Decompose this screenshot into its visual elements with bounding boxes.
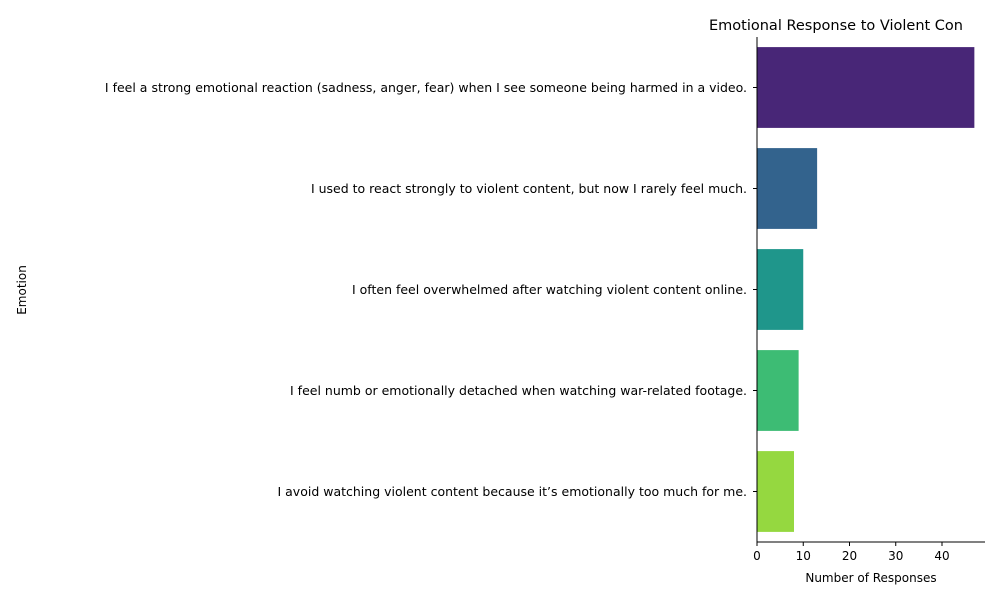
chart-title: Emotional Response to Violent Con xyxy=(709,18,963,34)
x-tick-label-1: 10 xyxy=(796,549,811,563)
category-label-0: I feel a strong emotional reaction (sadn… xyxy=(105,80,747,95)
bar-2 xyxy=(757,249,804,330)
category-label-2: I often feel overwhelmed after watching … xyxy=(352,282,747,297)
bar-1 xyxy=(757,148,818,229)
category-labels-group: I feel a strong emotional reaction (sadn… xyxy=(105,80,757,499)
x-tick-label-4: 40 xyxy=(934,549,949,563)
x-ticks-group: 0 10 20 30 40 xyxy=(753,542,950,563)
y-axis-label: Emotion xyxy=(15,265,29,315)
x-axis-label: Number of Responses xyxy=(805,571,936,585)
x-tick-label-0: 0 xyxy=(753,549,761,563)
category-label-1: I used to react strongly to violent cont… xyxy=(311,181,747,196)
bar-3 xyxy=(757,350,799,431)
bar-0 xyxy=(757,47,975,128)
x-tick-label-2: 20 xyxy=(842,549,857,563)
x-tick-label-3: 30 xyxy=(888,549,903,563)
category-label-4: I avoid watching violent content because… xyxy=(277,484,747,499)
bars-group xyxy=(757,47,975,532)
axes-group xyxy=(756,37,985,543)
bar-4 xyxy=(757,451,794,532)
category-label-3: I feel numb or emotionally detached when… xyxy=(290,383,747,398)
